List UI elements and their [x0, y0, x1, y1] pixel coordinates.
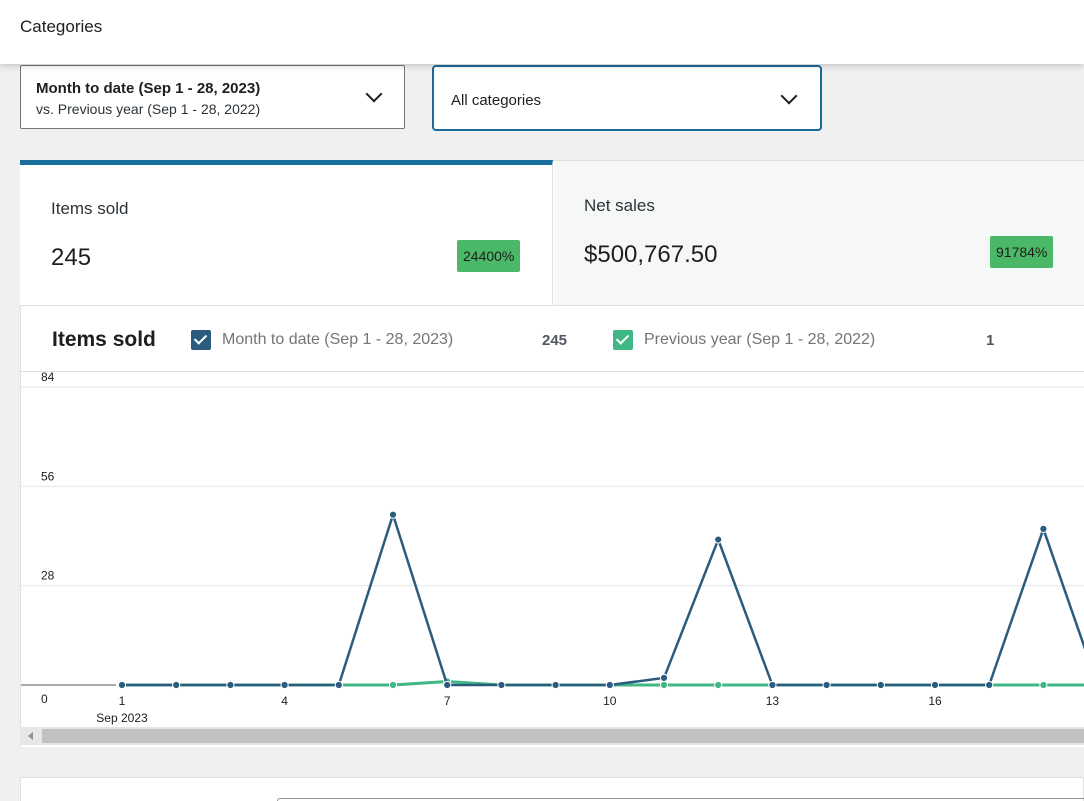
data-point — [985, 680, 994, 690]
scroll-left-icon[interactable] — [28, 732, 33, 740]
legend-item-current[interactable]: Month to date (Sep 1 - 28, 2023) 245 — [191, 329, 581, 351]
legend-label: Previous year (Sep 1 - 28, 2022) — [644, 331, 876, 348]
data-point — [659, 680, 669, 690]
data-point — [388, 680, 398, 690]
checkbox-checked-icon[interactable] — [613, 330, 633, 350]
y-tick-label: 28 — [41, 569, 55, 583]
data-point — [659, 673, 669, 683]
y-tick-label: 0 — [41, 692, 48, 706]
chart-scrollbar[interactable] — [20, 727, 1084, 745]
x-tick-label: 4 — [281, 694, 288, 708]
summary-value: $500,767.50 — [584, 241, 718, 268]
category-filter-select[interactable]: All categories — [432, 65, 822, 131]
data-point — [822, 680, 831, 690]
summary-label: Net sales — [584, 196, 655, 215]
legend-label: Month to date (Sep 1 - 28, 2023) — [222, 331, 454, 348]
table-card — [20, 777, 1084, 801]
x-tick-label: 13 — [766, 694, 780, 708]
legend-total: 245 — [542, 332, 568, 349]
chart-title: Items sold — [52, 328, 156, 351]
data-point — [497, 680, 506, 690]
summary-cards: Items sold 245 24400% Net sales $500,767… — [20, 160, 1084, 307]
chevron-down-icon — [780, 87, 798, 105]
data-point — [172, 680, 181, 690]
category-filter-value: All categories — [451, 92, 542, 109]
summary-card-items-sold[interactable]: Items sold 245 24400% — [20, 160, 553, 307]
x-tick-label: 7 — [444, 694, 451, 708]
line-chart: 0 28 56 84 1 4 7 10 13 16 Sep 2023 — [21, 372, 1084, 725]
page-title: Categories — [20, 17, 103, 36]
chevron-down-icon — [365, 85, 383, 103]
data-point — [876, 680, 885, 690]
data-point — [768, 680, 777, 690]
data-point — [443, 680, 452, 690]
legend-total: 1 — [986, 332, 995, 349]
summary-label: Items sold — [51, 199, 129, 218]
legend-item-previous[interactable]: Previous year (Sep 1 - 28, 2022) 1 — [613, 329, 1033, 351]
scrollbar-thumb[interactable] — [42, 729, 1084, 743]
x-tick-label: 1 — [119, 694, 126, 708]
summary-card-net-sales[interactable]: Net sales $500,767.50 91784% — [554, 161, 1084, 307]
checkbox-checked-icon[interactable] — [191, 330, 211, 350]
delta-badge: 24400% — [457, 240, 521, 272]
data-point — [1039, 680, 1048, 690]
date-range-primary: Month to date (Sep 1 - 28, 2023) — [36, 80, 261, 97]
x-tick-label: 10 — [603, 694, 617, 708]
data-point — [714, 680, 723, 690]
data-point — [930, 680, 940, 690]
delta-badge: 91784% — [990, 236, 1054, 268]
data-point — [714, 535, 723, 544]
chart-card: Items sold Month to date (Sep 1 - 28, 20… — [20, 305, 1084, 747]
data-point — [117, 680, 127, 690]
table-card-control — [277, 798, 1084, 801]
data-point — [551, 680, 560, 690]
data-point — [1039, 524, 1048, 534]
y-tick-label: 84 — [41, 372, 55, 384]
data-point — [388, 510, 398, 519]
series-line — [122, 513, 1084, 687]
x-axis-sublabel: Sep 2023 — [96, 711, 148, 725]
x-tick-label: 16 — [928, 694, 942, 708]
date-range-secondary: vs. Previous year (Sep 1 - 28, 2022) — [36, 101, 261, 117]
y-tick-label: 56 — [41, 469, 55, 483]
summary-value: 245 — [51, 244, 92, 271]
data-point — [226, 680, 235, 690]
date-range-picker[interactable]: Month to date (Sep 1 - 28, 2023) vs. Pre… — [20, 65, 405, 129]
chart-header: Items sold Month to date (Sep 1 - 28, 20… — [21, 306, 1084, 372]
data-point — [334, 680, 343, 690]
data-point — [280, 680, 289, 690]
top-bar: Categories — [0, 0, 1084, 64]
data-point — [605, 680, 614, 690]
